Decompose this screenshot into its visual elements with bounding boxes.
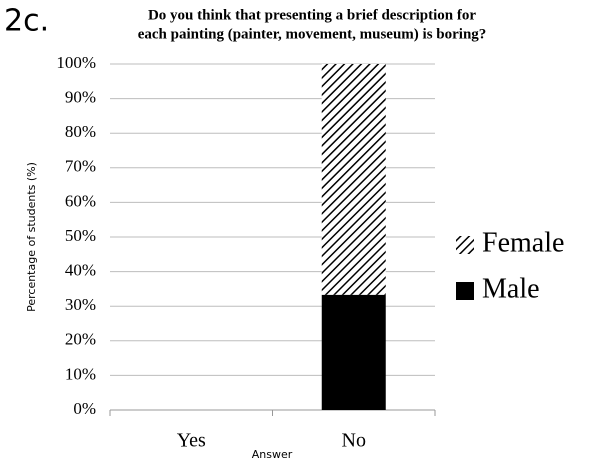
y-tick-label: 20% <box>65 330 96 349</box>
y-tick-label: 80% <box>65 122 96 141</box>
y-tick-label: 40% <box>65 261 96 280</box>
panel-label: 2c. <box>4 4 49 39</box>
x-tick-label: Yes <box>177 430 206 452</box>
bar-segment <box>321 64 386 295</box>
y-tick-label: 30% <box>65 295 96 314</box>
y-tick-label: 0% <box>73 399 96 418</box>
x-axis-label: Answer <box>252 448 293 461</box>
chart-title: each painting (painter, movement, museum… <box>138 26 487 42</box>
y-axis-label: Percentage of students (%) <box>25 162 38 312</box>
y-tick-label: 100% <box>56 53 96 72</box>
legend-swatch <box>456 282 474 300</box>
chart-title: Do you think that presenting a brief des… <box>148 7 476 23</box>
legend-swatch <box>456 236 474 254</box>
x-tick-label: No <box>342 430 366 452</box>
y-tick-label: 10% <box>65 364 96 383</box>
legend-label: Male <box>482 273 540 304</box>
bar-segment <box>321 294 386 410</box>
y-tick-label: 90% <box>65 88 96 107</box>
y-tick-label: 60% <box>65 191 96 210</box>
y-tick-label: 50% <box>65 226 96 245</box>
legend-label: Female <box>482 227 564 258</box>
y-tick-label: 70% <box>65 157 96 176</box>
